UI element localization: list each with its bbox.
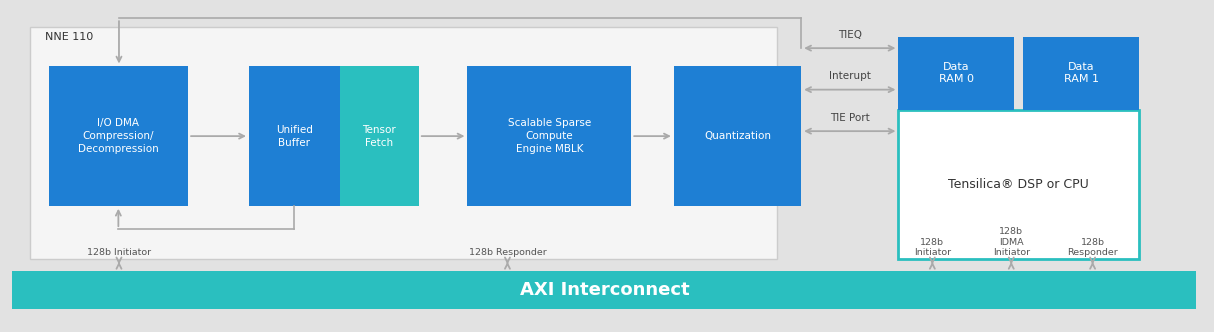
Text: 128b Initiator: 128b Initiator <box>87 248 151 257</box>
Bar <box>1023 37 1139 110</box>
Text: Interupt: Interupt <box>829 71 870 81</box>
Text: Data
RAM 0: Data RAM 0 <box>938 62 974 84</box>
Text: 128b Responder: 128b Responder <box>469 248 546 257</box>
Bar <box>340 66 419 206</box>
Text: TIEQ: TIEQ <box>838 30 862 40</box>
Bar <box>12 13 1196 309</box>
Text: Tensor
Fetch: Tensor Fetch <box>363 125 396 147</box>
Text: Scalable Sparse
Compute
Engine MBLK: Scalable Sparse Compute Engine MBLK <box>507 118 591 154</box>
Text: TIE Port: TIE Port <box>830 113 869 123</box>
Text: Data
RAM 1: Data RAM 1 <box>1063 62 1099 84</box>
Bar <box>467 66 631 206</box>
Text: 128b
Responder: 128b Responder <box>1067 238 1118 257</box>
Text: Unified
Buffer: Unified Buffer <box>276 125 313 147</box>
Text: Tensilica® DSP or CPU: Tensilica® DSP or CPU <box>948 178 1089 191</box>
Text: 128b
Initiator: 128b Initiator <box>914 238 951 257</box>
Bar <box>49 66 188 206</box>
Text: 128b
IDMA
Initiator: 128b IDMA Initiator <box>993 227 1029 257</box>
Bar <box>898 37 1014 110</box>
Bar <box>898 110 1139 259</box>
Text: AXI Interconnect: AXI Interconnect <box>520 281 690 299</box>
Bar <box>249 66 340 206</box>
Bar <box>674 66 801 206</box>
Bar <box>12 271 1196 309</box>
Text: I/O DMA
Compression/
Decompression: I/O DMA Compression/ Decompression <box>78 118 159 154</box>
Bar <box>30 27 777 259</box>
Text: Quantization: Quantization <box>704 131 771 141</box>
Text: NNE 110: NNE 110 <box>45 32 93 42</box>
